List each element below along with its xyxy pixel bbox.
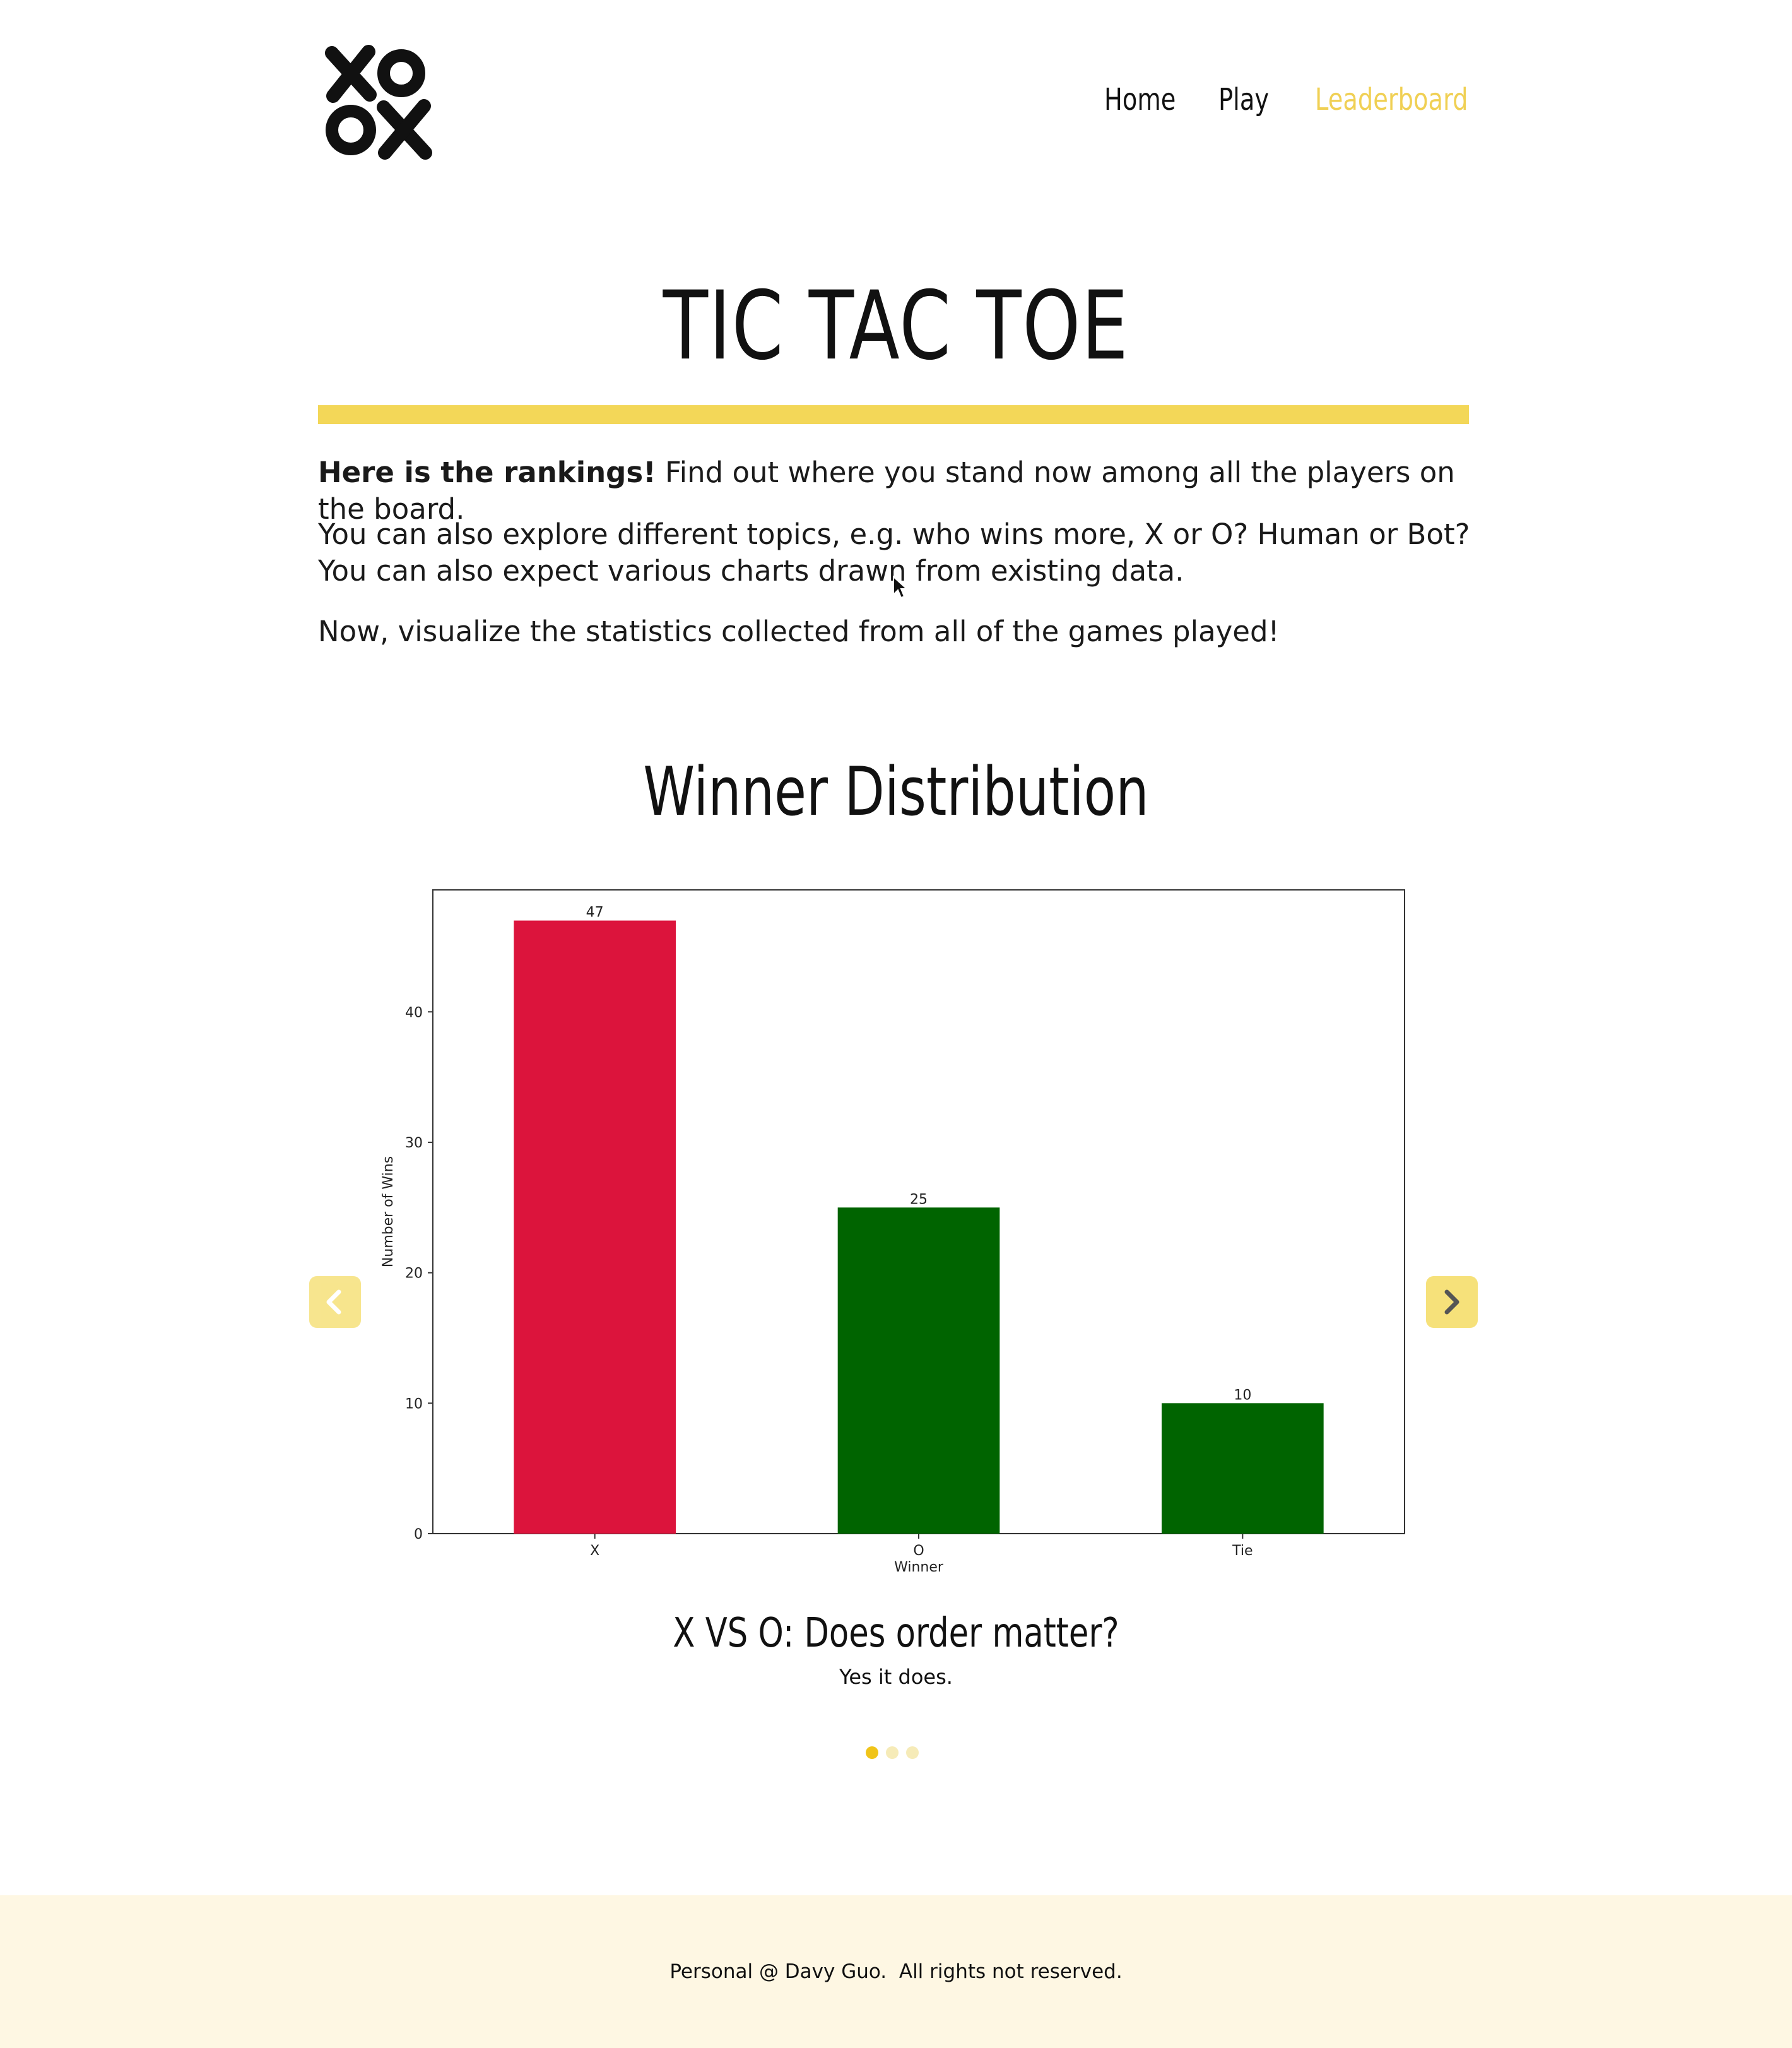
carousel-dot[interactable] bbox=[866, 1746, 878, 1759]
intro-lead-bold: Here is the rankings! bbox=[318, 456, 656, 489]
intro-paragraph-2: You can also explore different topics, e… bbox=[318, 518, 1470, 588]
carousel-indicators bbox=[866, 1746, 919, 1759]
bar-tie bbox=[1162, 1403, 1324, 1534]
y-tick-label: 20 bbox=[405, 1266, 423, 1282]
bar-value-label: 47 bbox=[586, 905, 604, 921]
y-tick-label: 0 bbox=[414, 1527, 423, 1542]
y-tick-label: 40 bbox=[405, 1005, 423, 1021]
carousel-dot[interactable] bbox=[906, 1746, 919, 1759]
slide-caption: Yes it does. bbox=[839, 1665, 953, 1689]
x-tick-label: X bbox=[590, 1543, 599, 1559]
nav-home-link[interactable]: Home bbox=[1104, 82, 1176, 117]
chart-heading: Winner Distribution bbox=[643, 753, 1149, 831]
chevron-left-icon bbox=[326, 1289, 341, 1315]
xoox-logo-icon[interactable] bbox=[321, 44, 434, 162]
chevron-right-icon bbox=[1444, 1289, 1459, 1315]
slide-title: X VS O: Does order matter? bbox=[673, 1610, 1119, 1657]
winner-distribution-chart: 47 25 10 0 10 20 30 40 X O Tie Number of Wins Wi… bbox=[380, 889, 1405, 1575]
footer-text: Personal @ Davy Guo. All rights not rese… bbox=[669, 1960, 1123, 1983]
mouse-cursor-icon bbox=[893, 576, 909, 599]
intro-lead: Here is the rankings! Find out where you… bbox=[318, 454, 1479, 528]
intro-lead-rest: Find out where you stand now among all t… bbox=[318, 456, 1455, 526]
intro-paragraph-3: Now, visualize the statistics collected … bbox=[318, 615, 1280, 648]
x-tick-label: Tie bbox=[1232, 1543, 1253, 1559]
nav-leaderboard-link[interactable]: Leaderboard bbox=[1315, 82, 1468, 117]
carousel-prev-button[interactable] bbox=[309, 1276, 361, 1328]
bar-x bbox=[514, 920, 676, 1534]
page-title: TIC TAC TOE bbox=[663, 271, 1129, 381]
y-tick-label: 30 bbox=[405, 1135, 423, 1151]
title-divider bbox=[318, 405, 1469, 424]
bar-value-label: 10 bbox=[1234, 1387, 1251, 1403]
x-tick-label: O bbox=[913, 1543, 924, 1559]
y-axis-label: Number of Wins bbox=[380, 1156, 396, 1267]
bar-value-label: 25 bbox=[910, 1192, 928, 1207]
bar-o bbox=[837, 1207, 1000, 1534]
carousel-next-button[interactable] bbox=[1426, 1276, 1478, 1328]
y-tick-label: 10 bbox=[405, 1396, 423, 1412]
footer: Personal @ Davy Guo. All rights not rese… bbox=[0, 1895, 1792, 2048]
nav-play-link[interactable]: Play bbox=[1218, 82, 1270, 117]
x-axis-label: Winner bbox=[894, 1560, 944, 1575]
carousel-dot[interactable] bbox=[886, 1746, 899, 1759]
